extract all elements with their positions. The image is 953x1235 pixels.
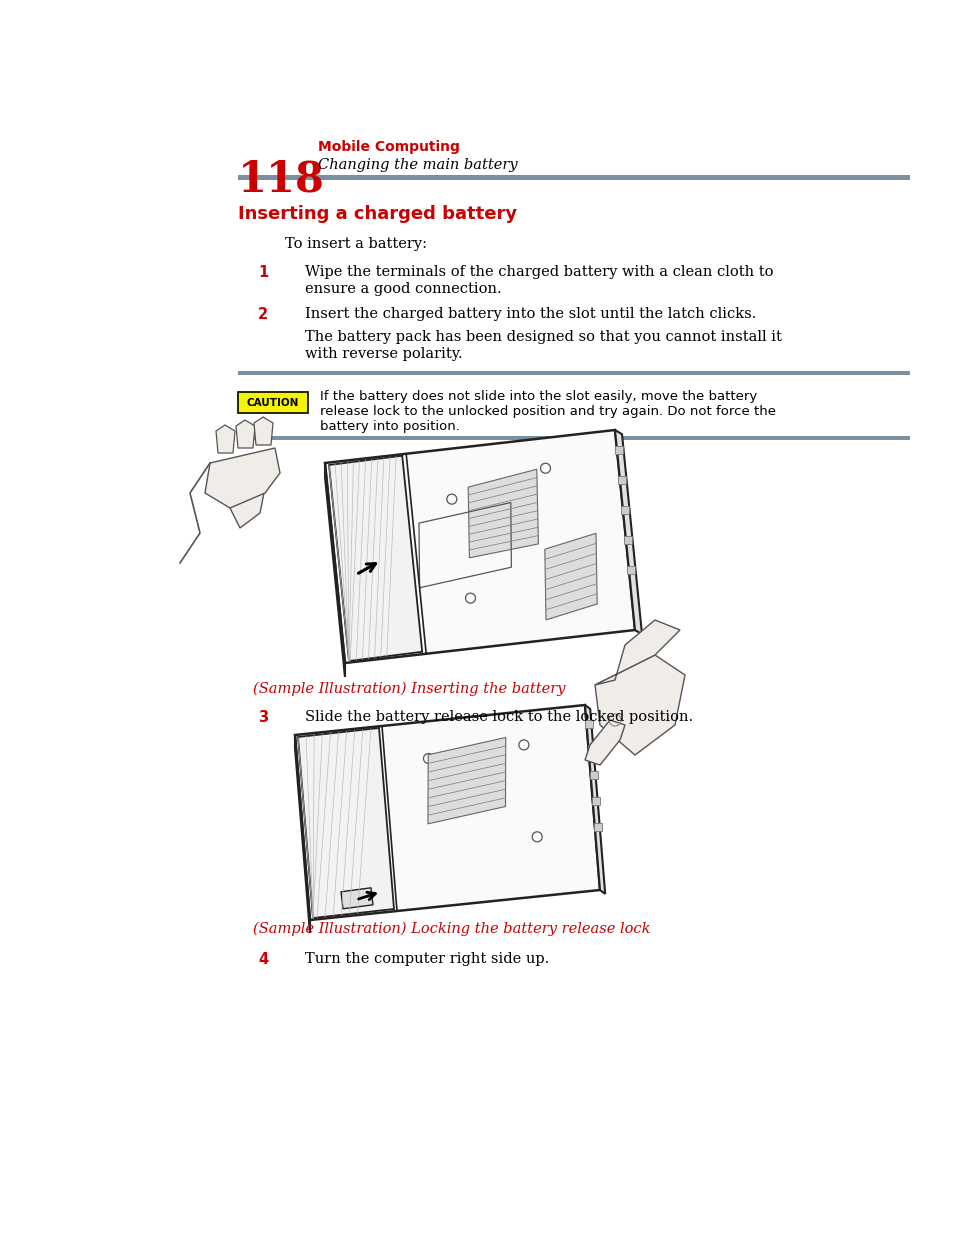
Text: Wipe the terminals of the charged battery with a clean cloth to: Wipe the terminals of the charged batter… <box>305 266 773 279</box>
Polygon shape <box>584 720 624 764</box>
Polygon shape <box>615 430 641 635</box>
Polygon shape <box>329 456 422 661</box>
Text: If the battery does not slide into the slot easily, move the battery: If the battery does not slide into the s… <box>319 390 757 403</box>
Polygon shape <box>235 420 254 448</box>
Text: Slide the battery release lock to the locked position.: Slide the battery release lock to the lo… <box>305 710 693 724</box>
Text: Mobile Computing: Mobile Computing <box>317 140 459 154</box>
Text: release lock to the unlocked position and try again. Do not force the: release lock to the unlocked position an… <box>319 405 775 417</box>
Bar <box>237 391 308 412</box>
Bar <box>587 746 595 753</box>
Polygon shape <box>468 469 537 558</box>
Text: 3: 3 <box>257 710 268 725</box>
Polygon shape <box>595 620 679 685</box>
Text: The battery pack has been designed so that you cannot install it: The battery pack has been designed so th… <box>305 330 781 345</box>
Polygon shape <box>428 737 505 824</box>
Text: Turn the computer right side up.: Turn the computer right side up. <box>305 952 549 966</box>
Text: with reverse polarity.: with reverse polarity. <box>305 347 462 361</box>
Bar <box>591 798 599 805</box>
Text: CAUTION: CAUTION <box>247 398 299 408</box>
Bar <box>237 175 909 180</box>
Text: 118: 118 <box>237 158 325 200</box>
Bar <box>585 720 593 727</box>
Polygon shape <box>294 705 599 920</box>
Text: 4: 4 <box>257 952 268 967</box>
Polygon shape <box>294 735 310 932</box>
Text: 1: 1 <box>257 266 268 280</box>
Bar <box>594 823 601 831</box>
Polygon shape <box>297 727 394 918</box>
Polygon shape <box>205 448 280 508</box>
Text: Changing the main battery: Changing the main battery <box>317 158 517 172</box>
Text: Inserting a charged battery: Inserting a charged battery <box>237 205 517 224</box>
Bar <box>237 370 909 375</box>
Polygon shape <box>253 417 273 445</box>
Bar <box>615 446 622 454</box>
Bar <box>626 566 635 574</box>
Text: (Sample Illustration) Inserting the battery: (Sample Illustration) Inserting the batt… <box>253 682 565 697</box>
Bar <box>237 436 909 440</box>
Polygon shape <box>230 483 265 529</box>
Polygon shape <box>340 888 373 909</box>
Text: ensure a good connection.: ensure a good connection. <box>305 282 501 296</box>
Text: 2: 2 <box>257 308 268 322</box>
Bar <box>620 506 628 514</box>
Bar <box>623 536 631 543</box>
Polygon shape <box>215 425 234 453</box>
Text: To insert a battery:: To insert a battery: <box>285 237 427 251</box>
Polygon shape <box>595 655 684 755</box>
Polygon shape <box>544 534 597 620</box>
Polygon shape <box>325 463 345 677</box>
Text: battery into position.: battery into position. <box>319 420 459 433</box>
Polygon shape <box>584 705 604 894</box>
Text: (Sample Illustration) Locking the battery release lock: (Sample Illustration) Locking the batter… <box>253 923 650 936</box>
Text: Insert the charged battery into the slot until the latch clicks.: Insert the charged battery into the slot… <box>305 308 756 321</box>
Bar <box>589 772 598 779</box>
Bar <box>618 475 625 484</box>
Polygon shape <box>325 430 635 663</box>
